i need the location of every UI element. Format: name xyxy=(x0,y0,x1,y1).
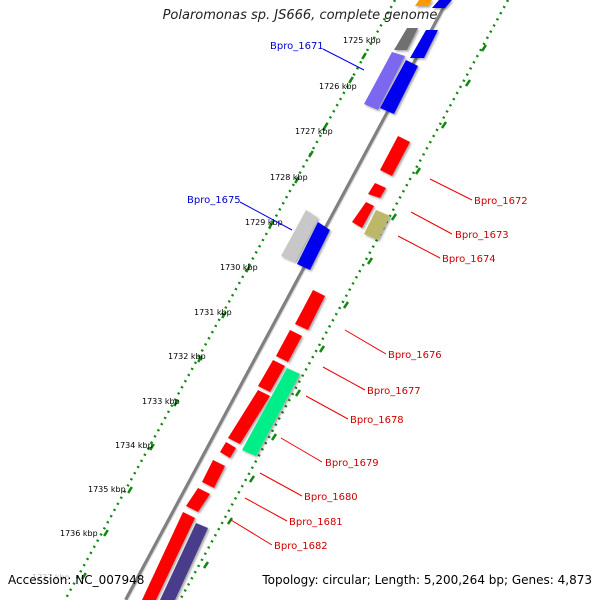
leader-bpro-1675 xyxy=(239,201,293,231)
tick-mark xyxy=(149,443,155,451)
tick-label: 1727 kbp xyxy=(295,127,333,136)
tick-mark xyxy=(103,529,109,537)
tick-mark xyxy=(366,257,374,265)
reverse-strand-features xyxy=(160,0,432,600)
leader-bpro-1671 xyxy=(322,48,365,71)
gene-bpro-1675 xyxy=(281,210,318,262)
leader-bpro-1679 xyxy=(280,437,323,463)
leader-bpro-1672 xyxy=(429,178,473,201)
tick-mark xyxy=(414,167,422,175)
tick-label: 1737 kbp xyxy=(32,573,70,582)
tick-label: 1726 kbp xyxy=(319,82,357,91)
gene-label-bpro-1680: Bpro_1680 xyxy=(304,492,358,503)
tick-label: 1733 kbp xyxy=(142,397,180,406)
forward-strand-features xyxy=(142,0,452,600)
tick-mark xyxy=(81,572,87,580)
tick-mark xyxy=(197,355,203,363)
tick-mark xyxy=(480,44,488,52)
gene-label-bpro-1676: Bpro_1676 xyxy=(388,350,442,361)
gene-block-orange xyxy=(415,0,432,6)
leader-bpro-1682 xyxy=(230,519,273,546)
tick-mark xyxy=(318,345,326,353)
gene-label-bpro-1682: Bpro_1682 xyxy=(274,541,328,552)
tick-label: 1725 kbp xyxy=(343,36,381,45)
gene-block-darkgray xyxy=(394,28,418,50)
gene-label-bpro-1672: Bpro_1672 xyxy=(474,196,528,207)
gene-bpro-1674 xyxy=(364,210,390,240)
tick-label: 1734 kbp xyxy=(115,441,153,450)
gene-bpro-1678-red xyxy=(228,390,270,444)
gene-bpro-1678 xyxy=(242,368,300,456)
gene-labels: Bpro_1671 Bpro_1675 Bpro_1672 Bpro_1673 … xyxy=(187,41,528,552)
leader-bpro-1677 xyxy=(322,366,366,391)
tick-mark xyxy=(322,123,328,131)
label-leader-lines xyxy=(230,48,473,546)
tick-mark xyxy=(173,399,179,407)
gene-bpro-1682-slate xyxy=(160,523,208,600)
tick-mark xyxy=(390,213,398,221)
gene-label-bpro-1678: Bpro_1678 xyxy=(350,415,404,426)
tick-mark xyxy=(342,301,350,309)
tick-mark xyxy=(440,121,448,129)
gene-bpro-1675-blue xyxy=(297,222,330,270)
gene-bpro-1681 xyxy=(186,488,210,512)
gene-label-bpro-1673: Bpro_1673 xyxy=(455,230,509,241)
gene-bpro-1682 xyxy=(142,512,195,600)
gene-bpro-1671 xyxy=(364,52,405,110)
inner-tick-marks xyxy=(202,44,488,569)
tick-mark xyxy=(464,79,472,87)
gene-bpro-1673 xyxy=(352,202,374,228)
tick-label: 1728 kbp xyxy=(270,173,308,182)
tick-mark xyxy=(268,221,274,229)
gene-label-bpro-1674: Bpro_1674 xyxy=(442,254,496,265)
gene-block-blue-2 xyxy=(410,30,438,58)
tick-mark xyxy=(221,311,227,319)
map-title: Polaromonas sp. JS666, complete genome xyxy=(162,8,438,23)
tick-mark xyxy=(361,52,367,60)
leader-bpro-1674 xyxy=(397,235,441,259)
tick-mark xyxy=(127,486,133,494)
tick-label: 1732 kbp xyxy=(168,352,206,361)
tick-mark xyxy=(270,433,278,441)
tick-mark xyxy=(294,389,302,397)
gene-label-bpro-1681: Bpro_1681 xyxy=(289,517,343,528)
tick-mark xyxy=(248,475,256,483)
leader-bpro-1680 xyxy=(259,472,303,497)
tick-label: 1736 kbp xyxy=(60,529,98,538)
leader-bpro-1678 xyxy=(305,395,349,420)
tick-mark xyxy=(294,176,300,184)
gene-bpro-1677 xyxy=(276,330,302,362)
gene-bpro-1672b xyxy=(368,183,386,198)
gene-bpro-1677b xyxy=(258,360,285,392)
gene-bpro-1680 xyxy=(202,460,225,488)
gene-label-bpro-1677: Bpro_1677 xyxy=(367,386,421,397)
leader-bpro-1673 xyxy=(410,211,453,235)
tick-mark xyxy=(226,517,234,525)
tick-label: 1730 kbp xyxy=(220,263,258,272)
gene-block-blue-top xyxy=(432,0,452,8)
tick-label: 1731 kbp xyxy=(194,308,232,317)
tick-mark xyxy=(308,150,314,158)
inner-dotted-ring xyxy=(178,0,510,600)
gene-bpro-1679 xyxy=(220,442,236,458)
gene-label-bpro-1679: Bpro_1679 xyxy=(325,458,379,469)
tick-labels: 1725 kbp 1726 kbp 1727 kbp 1728 kbp 1729… xyxy=(32,36,381,582)
tick-mark xyxy=(202,561,210,569)
tick-mark xyxy=(348,76,354,84)
tick-label: 1729 kbp xyxy=(245,218,283,227)
leader-bpro-1681 xyxy=(244,497,288,522)
gene-label-bpro-1675: Bpro_1675 xyxy=(187,195,241,206)
topology-text: Topology: circular; Length: 5,200,264 bp… xyxy=(262,573,592,587)
tick-marks xyxy=(81,52,367,580)
tick-label: 1735 kbp xyxy=(88,485,126,494)
leader-bpro-1676 xyxy=(344,329,387,355)
tick-mark xyxy=(245,265,251,273)
gene-bpro-1672 xyxy=(380,136,410,176)
gene-label-bpro-1671: Bpro_1671 xyxy=(270,41,324,52)
accession-text: Accession: NC_007948 xyxy=(8,573,145,587)
gene-block-blue-3 xyxy=(380,60,418,114)
gene-bpro-1676 xyxy=(295,290,325,330)
